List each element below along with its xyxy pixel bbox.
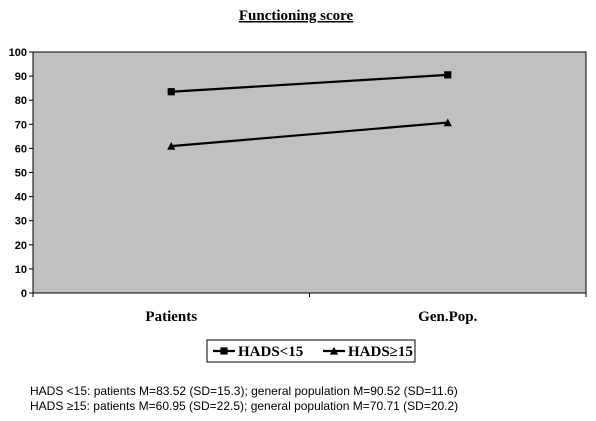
x-tick-label: Patients bbox=[145, 309, 197, 325]
y-tick-label: 70 bbox=[15, 119, 27, 131]
series-layer bbox=[167, 71, 452, 150]
chart-title: Functioning score bbox=[239, 8, 354, 24]
y-axis: 0 10 20 30 40 50 60 70 80 90 100 bbox=[9, 47, 33, 300]
series-2-line bbox=[171, 121, 448, 148]
legend-label: HADS≥15 bbox=[348, 344, 413, 360]
legend-swatch-marker bbox=[220, 347, 228, 355]
series-1-point bbox=[167, 88, 175, 96]
footnote-hads-15-or-above: HADS ≥15: patients M=60.95 (SD=22.5); ge… bbox=[30, 399, 459, 413]
y-tick-label: 30 bbox=[15, 216, 27, 228]
y-tick-label: 80 bbox=[15, 95, 27, 107]
y-tick-label: 40 bbox=[15, 192, 27, 204]
y-tick-label: 0 bbox=[21, 288, 27, 300]
plot-area bbox=[32, 51, 587, 294]
series-1-point bbox=[444, 71, 452, 79]
y-tick-label: 50 bbox=[15, 168, 27, 180]
legend: HADS<15 HADS≥15 bbox=[206, 339, 416, 363]
series-2-point bbox=[443, 118, 452, 127]
series-2-point bbox=[167, 141, 176, 150]
legend-box bbox=[206, 339, 416, 363]
series-1-line bbox=[171, 73, 448, 93]
y-tick-label: 60 bbox=[15, 143, 27, 155]
y-tick-label: 100 bbox=[9, 47, 27, 59]
legend-swatch-marker bbox=[329, 346, 339, 355]
x-axis: Patients Gen.Pop. bbox=[32, 293, 587, 325]
legend-label: HADS<15 bbox=[238, 344, 303, 360]
y-tick-label: 10 bbox=[15, 264, 27, 276]
y-tick-label: 90 bbox=[15, 71, 27, 83]
footnote-hads-below-15: HADS <15: patients M=83.52 (SD=15.3); ge… bbox=[30, 384, 458, 398]
x-tick-label: Gen.Pop. bbox=[418, 309, 477, 325]
y-tick-label: 20 bbox=[15, 240, 27, 252]
